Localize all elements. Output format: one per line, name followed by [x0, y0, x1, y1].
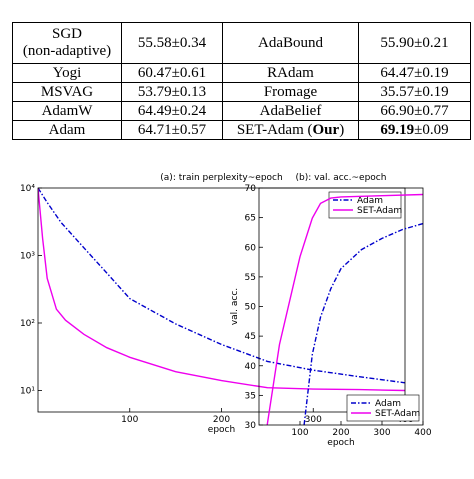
cell-text: SET-Adam (: [236, 121, 313, 138]
y-tick-label: 65: [245, 214, 256, 224]
y-tick-label: 40: [245, 362, 257, 372]
y-tick-label: 35: [245, 391, 256, 401]
legend-label: Adam: [375, 399, 401, 409]
y-tick-label: 10²: [20, 319, 35, 329]
cell-text: Our: [312, 121, 340, 138]
y-tick-label: 10⁴: [20, 184, 35, 194]
cell: (non-adaptive): [22, 43, 112, 59]
x-tick-label: 300: [305, 415, 322, 425]
y-tick-label: 10¹: [20, 386, 35, 396]
y-tick-label: 70: [245, 184, 257, 194]
y-tick-label: 60: [245, 243, 257, 253]
series-line: [303, 222, 423, 425]
cell: 53.79±0.13: [121, 82, 223, 102]
y-tick-label: 55: [245, 273, 256, 283]
results-table: SGD (non-adaptive) 55.58±0.34 AdaBound 55…: [12, 22, 471, 140]
x-tick-label: 200: [213, 415, 230, 425]
chart-title: (b): val. acc.~epoch: [296, 173, 387, 183]
x-tick-label: 300: [373, 428, 390, 438]
legend-label: SET-Adam: [375, 409, 420, 419]
cell: 55.58±0.34: [121, 22, 223, 64]
cell: 55.90±0.21: [358, 22, 471, 64]
x-tick-label: 400: [414, 428, 431, 438]
x-axis-label: epoch: [208, 425, 235, 435]
legend-label: Adam: [357, 196, 383, 206]
legend-box: [346, 394, 420, 422]
cell-text: ): [339, 121, 345, 138]
cell: AdaBound: [222, 22, 359, 64]
x-tick-label: 100: [291, 428, 308, 438]
x-tick-label: 200: [332, 428, 349, 438]
cell: RAdam: [222, 63, 359, 83]
x-axis-label: epoch: [327, 438, 354, 448]
y-tick-label: 50: [245, 303, 257, 313]
cell: SET-Adam (Our): [222, 120, 359, 140]
cell: SGD: [51, 26, 82, 42]
y-tick-label: 30: [245, 421, 257, 431]
series-line: [266, 193, 423, 425]
cell: Fromage: [222, 82, 359, 102]
chart-title: (a): train perplexity~epoch: [160, 173, 282, 183]
series-line: [38, 188, 405, 384]
plot-frame: [37, 187, 406, 413]
series-line: [38, 188, 405, 392]
cell: Adam: [12, 120, 122, 140]
cell: 69.19±0.09: [358, 120, 471, 140]
legend-label: SET-Adam: [357, 206, 402, 216]
y-tick-label: 10³: [20, 251, 35, 261]
cell: 60.47±0.61: [121, 63, 223, 83]
cell: 64.71±0.57: [121, 120, 223, 140]
cell-text: 69.19: [380, 121, 415, 138]
y-tick-label: 45: [245, 332, 256, 342]
y-axis-label: val. acc.: [230, 288, 240, 325]
cell: 64.47±0.19: [358, 63, 471, 83]
cell-text: ±0.09: [414, 121, 449, 138]
x-tick-label: 100: [121, 415, 138, 425]
